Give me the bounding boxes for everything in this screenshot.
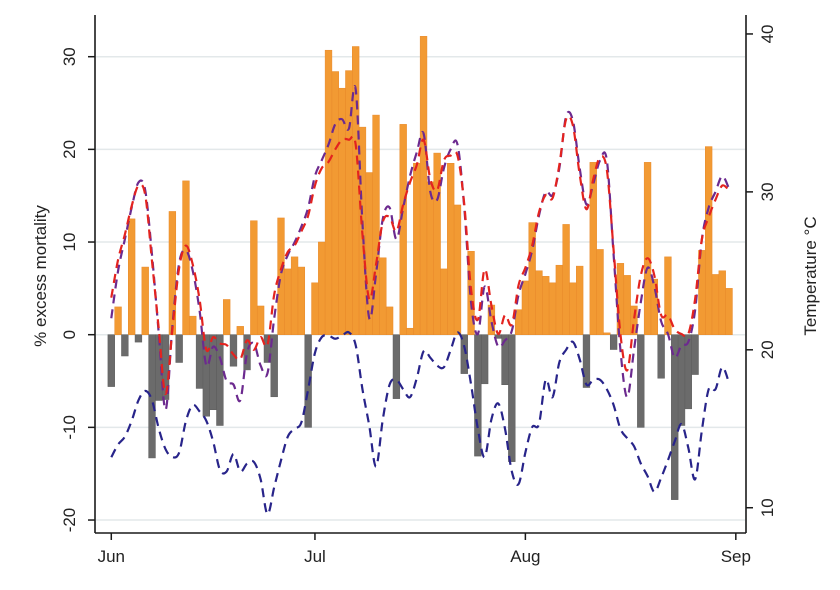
bar-positive bbox=[521, 280, 530, 335]
bar-positive bbox=[718, 270, 726, 335]
axes bbox=[94, 15, 747, 534]
bar-positive bbox=[297, 266, 306, 335]
bar-negative bbox=[671, 334, 679, 500]
x-tick-label: Aug bbox=[510, 547, 540, 566]
bar-negative bbox=[582, 334, 591, 388]
bar-negative bbox=[216, 334, 224, 426]
bar-positive bbox=[433, 152, 441, 335]
bar-negative bbox=[494, 334, 502, 339]
bar-negative bbox=[134, 334, 143, 343]
bar-negative bbox=[229, 334, 238, 367]
bar-negative bbox=[175, 334, 183, 363]
left-y-tick-label: 20 bbox=[60, 140, 79, 159]
bar-positive bbox=[413, 163, 421, 335]
bar-negative bbox=[481, 334, 489, 385]
bar-positive bbox=[379, 257, 387, 335]
bar-positive bbox=[331, 71, 339, 335]
bar-positive bbox=[630, 305, 638, 335]
bar-positive bbox=[324, 49, 333, 335]
bar-negative bbox=[460, 334, 468, 374]
bar-positive bbox=[548, 282, 557, 335]
bar-negative bbox=[392, 334, 401, 399]
bar-positive bbox=[643, 162, 652, 335]
bar-positive bbox=[182, 180, 190, 335]
bar-positive bbox=[311, 282, 319, 335]
bar-positive bbox=[318, 241, 326, 335]
bar-positive bbox=[589, 162, 597, 335]
bar-positive bbox=[419, 36, 428, 335]
bar-positive bbox=[406, 327, 414, 335]
bar-negative bbox=[609, 334, 618, 350]
left-y-tick-label: -20 bbox=[60, 508, 79, 533]
right-y-tick-label: 10 bbox=[758, 498, 777, 517]
bar-positive bbox=[189, 315, 197, 335]
left-y-tick-label: 30 bbox=[60, 47, 79, 66]
left-y-tick-label: -10 bbox=[60, 415, 79, 440]
bar-positive bbox=[705, 146, 713, 335]
temperature-navy-line bbox=[110, 330, 731, 516]
bar-positive bbox=[284, 268, 292, 335]
bar-positive bbox=[236, 326, 244, 335]
bar-positive bbox=[256, 305, 265, 335]
bar-negative bbox=[637, 334, 645, 428]
bar-positive bbox=[603, 332, 611, 335]
temperature-lines bbox=[110, 85, 731, 516]
bar-positive bbox=[141, 266, 149, 335]
bar-positive bbox=[250, 220, 258, 335]
bar-positive bbox=[385, 306, 394, 335]
bar-positive bbox=[535, 270, 543, 335]
left-y-tick-label: 0 bbox=[60, 330, 79, 339]
bar-positive bbox=[290, 256, 299, 335]
bar-positive bbox=[725, 288, 733, 335]
left-y-tick-label: 10 bbox=[60, 233, 79, 252]
bar-positive bbox=[576, 265, 584, 335]
x-tick-label: Jun bbox=[98, 547, 125, 566]
bar-negative bbox=[121, 334, 129, 357]
bar-positive bbox=[664, 256, 672, 335]
ticks: -20 -10 0 10 20 30 10 20 30 40 Jun Jul Aug Sep bbox=[60, 24, 777, 566]
bar-negative bbox=[107, 334, 115, 387]
bar-positive bbox=[711, 274, 720, 335]
bar-positive bbox=[223, 299, 231, 335]
bar-positive bbox=[623, 275, 631, 335]
bar-positive bbox=[569, 282, 577, 335]
bar-positive bbox=[596, 249, 604, 335]
bar-positive bbox=[440, 268, 448, 335]
bar-negative bbox=[657, 334, 665, 379]
bar-negative bbox=[270, 334, 278, 398]
bar-negative bbox=[195, 334, 204, 389]
bar-positive bbox=[542, 276, 550, 335]
right-y-tick-label: 40 bbox=[758, 24, 777, 43]
bar-positive bbox=[447, 163, 455, 335]
bar-negative bbox=[508, 334, 516, 462]
bar-positive bbox=[128, 218, 136, 335]
bar-negative bbox=[691, 334, 699, 375]
temperature-purple-line bbox=[110, 85, 731, 411]
left-axis-title: % excess mortality bbox=[31, 205, 50, 347]
right-y-tick-label: 30 bbox=[758, 182, 777, 201]
bar-positive bbox=[399, 124, 407, 335]
bar-positive bbox=[453, 204, 462, 335]
temperature-red-line bbox=[110, 114, 730, 396]
bar-negative bbox=[684, 334, 692, 410]
bar-positive bbox=[114, 306, 122, 335]
bar-positive bbox=[562, 224, 570, 335]
x-tick-label: Sep bbox=[721, 547, 751, 566]
x-tick-label: Jul bbox=[304, 547, 326, 566]
bar-positive bbox=[555, 264, 563, 335]
bars bbox=[107, 36, 733, 500]
bar-positive bbox=[372, 114, 380, 335]
bar-negative bbox=[304, 334, 312, 428]
right-y-tick-label: 20 bbox=[758, 340, 777, 359]
bar-positive bbox=[358, 126, 367, 335]
bar-positive bbox=[426, 181, 434, 335]
bar-positive bbox=[338, 87, 346, 335]
right-axis-title: Temperature °C bbox=[801, 216, 820, 335]
